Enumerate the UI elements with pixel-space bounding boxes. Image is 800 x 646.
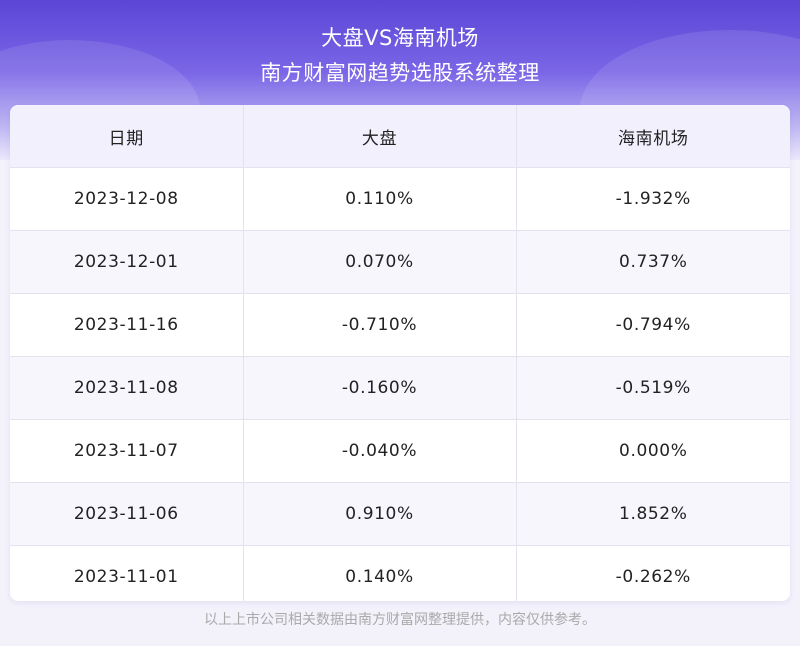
table-row: 2023-11-06 0.910% 1.852% [10,482,790,546]
table-header-row: 日期 大盘 海南机场 [10,105,790,168]
cell-stock-change: 0.000% [516,419,790,483]
table-row: 2023-12-08 0.110% -1.932% [10,167,790,231]
cell-market-change: -0.160% [243,356,517,420]
column-header-market: 大盘 [243,105,517,168]
comparison-table: 日期 大盘 海南机场 2023-12-08 0.110% -1.932% 202… [10,105,790,601]
cell-date: 2023-11-16 [10,293,244,357]
cell-market-change: -0.710% [243,293,517,357]
table-row: 2023-11-16 -0.710% -0.794% [10,293,790,357]
cell-date: 2023-11-01 [10,545,244,601]
cell-market-change: -0.040% [243,419,517,483]
footer-disclaimer: 以上上市公司相关数据由南方财富网整理提供，内容仅供参考。 [204,612,596,628]
cell-market-change: 0.070% [243,230,517,294]
table-row: 2023-11-07 -0.040% 0.000% [10,419,790,483]
cell-market-change: 0.140% [243,545,517,601]
cell-stock-change: 1.852% [516,482,790,546]
data-table-card: 日期 大盘 海南机场 2023-12-08 0.110% -1.932% 202… [10,105,790,601]
column-header-stock: 海南机场 [516,105,790,168]
table-row: 2023-11-01 0.140% -0.262% [10,545,790,601]
cell-stock-change: -0.794% [516,293,790,357]
column-header-date: 日期 [10,105,244,168]
cell-stock-change: 0.737% [516,230,790,294]
cell-market-change: 0.910% [243,482,517,546]
table-row: 2023-11-08 -0.160% -0.519% [10,356,790,420]
cell-date: 2023-11-08 [10,356,244,420]
table-row: 2023-12-01 0.070% 0.737% [10,230,790,294]
cell-stock-change: -0.262% [615,567,691,587]
page-subtitle: 南方财富网趋势选股系统整理 [260,61,540,85]
cell-date: 2023-11-07 [10,419,244,483]
cell-date: 2023-12-08 [10,167,244,231]
cell-date: 2023-12-01 [10,230,244,294]
page-title: 大盘VS海南机场 [321,26,479,50]
cell-stock-change: -0.519% [516,356,790,420]
cell-market-change: 0.110% [243,167,517,231]
cell-date: 2023-11-06 [10,482,244,546]
cell-stock-change: -1.932% [516,167,790,231]
